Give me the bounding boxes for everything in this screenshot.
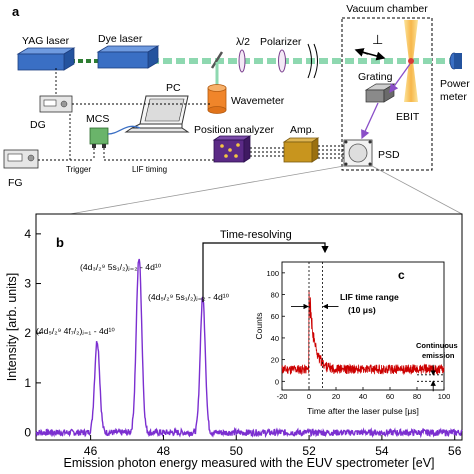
spectrum-x-tick-label: 46 [84, 444, 98, 458]
half-wave-plate [238, 49, 246, 73]
usb-cable [107, 125, 141, 135]
spectrum-axes-frame [35, 213, 463, 441]
half-wave-label: λ/2 [236, 36, 250, 48]
psd-detector [343, 139, 373, 167]
setup-panel: a Vacuum chamber YAG laser Dye laser λ/2 [3, 3, 470, 215]
inset-x-tick-label: 0 [307, 392, 311, 401]
position-analyzer [212, 135, 252, 163]
vacuum-chamber-label: Vacuum chamber [346, 3, 428, 15]
euv-path-2 [361, 102, 379, 140]
peak1-annotation: (4d₅/₂⁹ 4f₇/₂)ⱼ₌₁ - 4d¹⁰ [36, 326, 115, 336]
mcs-label: MCS [86, 113, 109, 125]
power-meter-body [454, 53, 462, 69]
spectrum-x-tick-label: 56 [448, 444, 462, 458]
inset-ticks: -20 0 20 40 60 80 100 0 20 40 60 80 100 [266, 269, 450, 401]
vacuum-chamber-box [341, 17, 433, 171]
ebit-label: EBIT [396, 111, 420, 123]
lif-range-label-1: LIF time range [340, 292, 399, 302]
time-resolving-arrow [202, 242, 329, 302]
wavemeter-label: Wavemeter [231, 95, 285, 107]
trigger-label: Trigger [66, 165, 91, 174]
wavemeter [207, 84, 227, 114]
spectrum-ticks: 46 48 50 52 54 56 0 1 2 3 4 [24, 227, 461, 458]
inset-x-axis-label: Time after the laser pulse [μs] [307, 406, 419, 416]
pc-laptop [124, 95, 190, 133]
dye-laser-label: Dye laser [98, 33, 143, 45]
continuous-label-2: emission [422, 351, 455, 360]
inset-x-tick-label: 20 [332, 392, 340, 401]
window-arc-2 [313, 43, 318, 79]
inset-y-tick-label: 0 [275, 377, 279, 386]
spectrum-x-tick-label: 54 [375, 444, 389, 458]
inset-y-tick-label: 60 [271, 312, 279, 321]
time-trace-inset: c -20 0 20 40 60 80 100 0 20 40 60 80 100 Time after… [254, 256, 458, 416]
peak3-annotation: (4d₅/₂⁹ 5s₁/₂)ⱼ₌₂ - 4d¹⁰ [148, 292, 230, 302]
delay-generator [39, 95, 73, 113]
grating [364, 83, 396, 103]
pc-label: PC [166, 82, 181, 94]
dg-label: DG [30, 119, 46, 131]
time-resolving-label: Time-resolving [220, 229, 292, 241]
spectrum-y-tick-label: 0 [24, 426, 31, 440]
beam-splitter [210, 51, 224, 69]
mcs [89, 127, 109, 148]
continuous-label-1: Continuous [416, 341, 458, 350]
panel-label-b: b [56, 235, 64, 250]
inset-x-tick-label: 100 [438, 392, 451, 401]
inset-x-tick-label: 40 [359, 392, 367, 401]
spectrum-x-tick-label: 52 [302, 444, 316, 458]
yag-laser-label: YAG laser [22, 35, 70, 47]
inset-y-tick-label: 40 [271, 334, 279, 343]
inset-y-tick-label: 80 [271, 291, 279, 300]
inset-y-tick-label: 20 [271, 356, 279, 365]
spectrum-y-tick-label: 1 [24, 376, 31, 390]
polarizer-label: Polarizer [260, 36, 302, 48]
panel-label-c: c [398, 268, 405, 282]
euv-path-1 [389, 63, 411, 94]
inset-x-tick-label: -20 [277, 392, 288, 401]
psd-label: PSD [378, 149, 400, 161]
polarization-arrow-back [354, 48, 369, 57]
peak2-annotation: (4d₃/₂⁹ 5s₁/₂)ⱼ₌₂ - 4d¹⁰ [80, 262, 162, 272]
inset-markers [291, 262, 444, 392]
power-meter-label-2: meter [440, 91, 467, 103]
spectrum-y-tick-label: 3 [24, 277, 31, 291]
lif-timing-label: LIF timing [132, 165, 167, 174]
spectrum-y-tick-label: 2 [24, 326, 31, 340]
signal-lines [38, 68, 344, 161]
inset-x-tick-label: 80 [413, 392, 421, 401]
inset-x-tick-label: 60 [386, 392, 394, 401]
inset-background [256, 256, 448, 404]
fg-label: FG [8, 177, 23, 189]
grating-label: Grating [358, 71, 393, 83]
yag-laser [16, 47, 76, 71]
spectrum-y-axis-label: Intensity [arb. units] [5, 273, 19, 381]
amp-label: Amp. [290, 124, 315, 136]
power-meter-label-1: Power [440, 78, 470, 90]
lif-range-label-2: (10 μs) [348, 305, 376, 315]
zoom-line-right [371, 165, 463, 215]
polarizer [278, 49, 286, 73]
function-generator [3, 149, 39, 169]
spectrum-x-tick-label: 48 [157, 444, 171, 458]
dye-laser [96, 45, 160, 69]
spectrum-x-tick-label: 50 [230, 444, 244, 458]
panel-label-a: a [12, 4, 20, 19]
inset-y-tick-label: 100 [266, 269, 279, 278]
ebit-ions [408, 58, 414, 64]
window-arc-1 [307, 43, 312, 79]
spectrum-y-tick-label: 4 [24, 227, 31, 241]
amplifier [282, 137, 320, 163]
perpendicular-symbol: ⊥ [372, 32, 383, 47]
spectrum-series-line [35, 258, 463, 439]
zoom-line-left [69, 165, 345, 215]
position-analyzer-label: Position analyzer [194, 124, 274, 136]
spectrum-x-axis-label: Emission photon energy measured with the… [63, 456, 434, 470]
spectrum-chart: b 46 48 50 52 54 56 0 1 2 3 4 Emission photon ener… [5, 213, 463, 470]
inset-y-axis-label: Counts [254, 313, 264, 340]
